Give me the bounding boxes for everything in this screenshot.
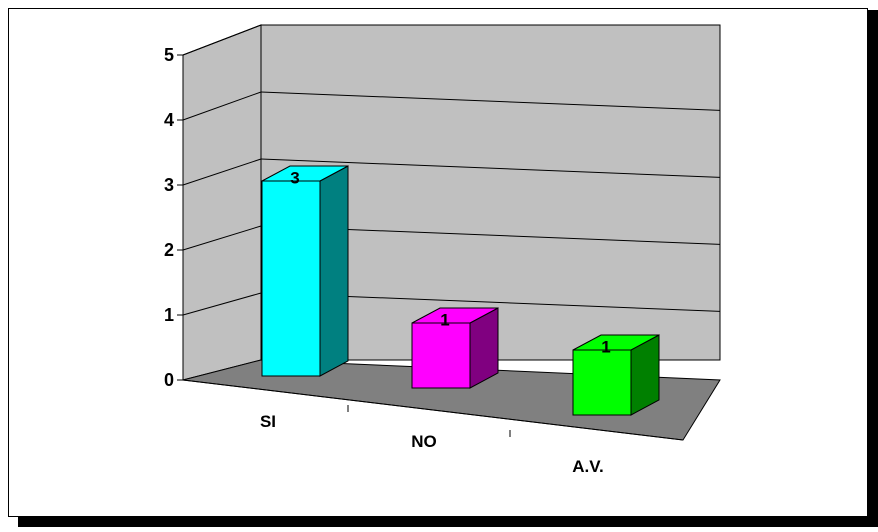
- y-tick-label-1: 1: [164, 305, 174, 325]
- y-axis-ticks: [177, 54, 684, 441]
- left-wall: [182, 24, 262, 381]
- y-tick-label-2: 2: [164, 240, 174, 260]
- bars: [261, 165, 660, 416]
- gridline-left-5: [182, 24, 262, 56]
- bar-si: [261, 165, 349, 377]
- labels: 0 1 2 3 4 5 3 SI 1 NO 1 A.V.: [164, 45, 611, 476]
- x-category-label-si: SI: [260, 412, 276, 431]
- bar-front: [261, 180, 321, 377]
- bar-front: [411, 322, 471, 389]
- x-category-label-av: A.V.: [572, 457, 604, 476]
- x-category-label-no: NO: [411, 432, 437, 451]
- y-tick-label-0: 0: [164, 370, 174, 390]
- data-label-no: 1: [440, 311, 449, 330]
- gridline-left-3: [182, 158, 262, 186]
- bar-front: [572, 349, 632, 416]
- x-axis-line: [182, 379, 684, 441]
- y-tick-label-5: 5: [164, 45, 174, 65]
- frame-shadow-right: [868, 10, 878, 527]
- data-label-av: 1: [601, 338, 610, 357]
- y-tick-label-3: 3: [164, 175, 174, 195]
- bar-av: [572, 334, 660, 416]
- gridline-left-2: [182, 225, 262, 251]
- frame-shadow: [18, 517, 878, 527]
- gridline-back-3: [260, 158, 721, 178]
- gridline-left-1: [182, 292, 262, 316]
- gridline-left-4: [182, 91, 262, 121]
- bar-no: [411, 307, 499, 389]
- y-tick-label-4: 4: [164, 110, 174, 130]
- data-label-si: 3: [290, 169, 299, 188]
- gridline-back-4: [260, 91, 721, 111]
- bar-side: [319, 165, 349, 377]
